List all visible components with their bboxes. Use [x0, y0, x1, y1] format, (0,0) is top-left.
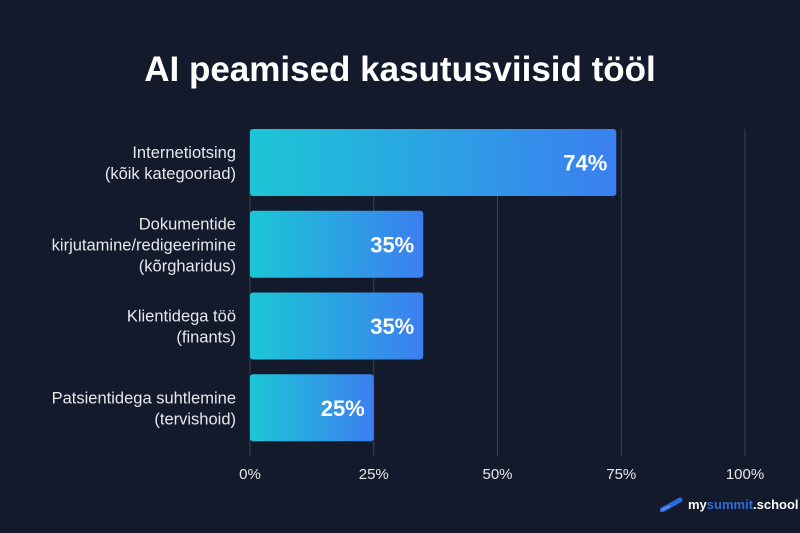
category-label: Klientidega töö (finants): [127, 308, 236, 347]
data-label: 35%: [370, 314, 414, 339]
x-tick-label: 100%: [726, 466, 764, 483]
category-label-line: Internetiotsing: [132, 144, 236, 162]
x-tick-label: 25%: [359, 466, 389, 483]
category-label: Patsientidega suhtlemine (tervishoid): [52, 389, 236, 428]
logo-text-suffix: .school: [753, 496, 799, 512]
category-label-line: Patsientidega suhtlemine: [52, 389, 236, 407]
category-label: Internetiotsing (kõik kategooriad): [105, 144, 236, 183]
bar: [250, 210, 424, 278]
category-label-line: Dokumentide: [139, 215, 236, 233]
x-tick-label: 75%: [606, 466, 636, 483]
bar: [250, 292, 424, 360]
logo: mysummit.school: [660, 496, 799, 512]
data-label: 25%: [321, 396, 365, 421]
category-label: Dokumentide kirjutamine/redigeerimine (kõr…: [52, 215, 236, 275]
x-tick-label: 50%: [482, 466, 512, 483]
category-label-line: (finants): [176, 329, 236, 347]
telescope-icon: [660, 497, 683, 512]
x-tick-label: 0%: [239, 466, 261, 483]
chart-title: AI peamised kasutusviisid tööl: [144, 50, 656, 89]
logo-text: my: [688, 496, 707, 512]
bar: [250, 374, 374, 442]
data-label: 35%: [370, 232, 414, 257]
category-label-line: kirjutamine/redigeerimine: [52, 236, 236, 254]
bar: [250, 129, 617, 196]
data-label: 74%: [563, 151, 607, 176]
category-label-line: (kõik kategooriad): [105, 165, 236, 183]
logo-text-accent: summit: [706, 496, 754, 512]
category-label-line: Klientidega töö: [127, 308, 236, 326]
category-label-line: (kõrgharidus): [139, 257, 236, 275]
category-label-line: (tervishoid): [154, 410, 236, 428]
